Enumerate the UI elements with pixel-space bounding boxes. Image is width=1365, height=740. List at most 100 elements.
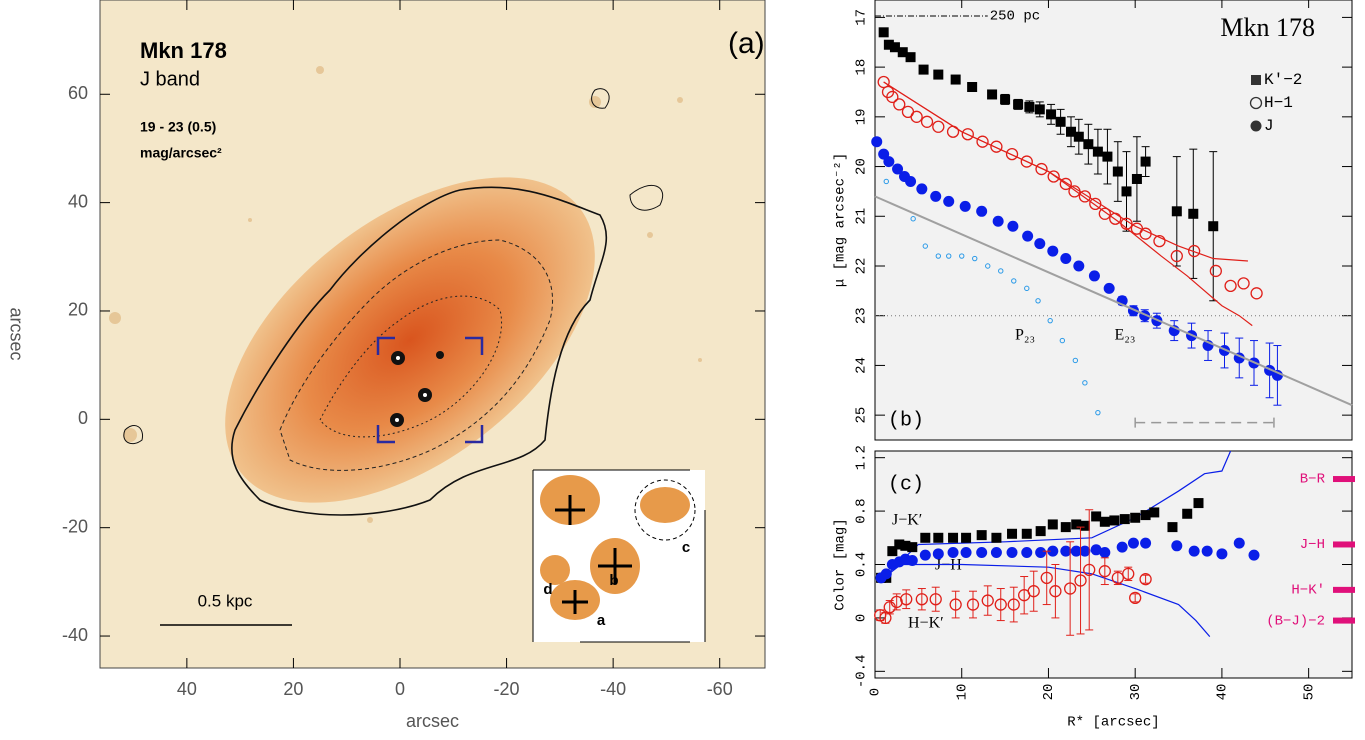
point [877, 75, 890, 89]
point [998, 268, 1004, 274]
point [1116, 541, 1128, 553]
y-tick-label: -20 [62, 516, 88, 536]
x-tick-label: 20 [1041, 684, 1057, 701]
x-tick-label: -40 [600, 679, 626, 699]
x-axis-label: arcsec [406, 711, 459, 731]
point [1059, 337, 1066, 344]
point [1209, 264, 1222, 278]
point [1099, 546, 1111, 558]
point [1129, 591, 1142, 605]
point [1171, 540, 1183, 552]
point [920, 532, 931, 543]
point [916, 183, 928, 195]
annotation: J−K′ [892, 512, 922, 529]
point [905, 175, 917, 187]
x-tick-label: 40 [177, 679, 197, 699]
point [1073, 260, 1085, 272]
annotation: Mkn 178 [140, 38, 227, 63]
point [991, 532, 1002, 543]
point [966, 598, 980, 611]
y-tick-label: -40 [62, 625, 88, 645]
point [883, 178, 889, 185]
y-tick-label: 17 [854, 9, 870, 26]
point [930, 190, 942, 202]
point [1079, 520, 1090, 531]
point [889, 42, 900, 53]
annotation: b [609, 572, 618, 589]
y-tick-label: 24 [854, 357, 870, 374]
point [1131, 173, 1142, 184]
point [932, 548, 944, 560]
point [1078, 190, 1092, 203]
point [1082, 380, 1088, 386]
y-tick-label: 20 [68, 300, 88, 320]
point [1171, 206, 1182, 217]
point [1021, 528, 1032, 539]
point [920, 115, 934, 128]
point [1098, 565, 1111, 578]
point [1055, 116, 1066, 127]
point [1049, 585, 1062, 598]
annotation: 19 - 23 (0.5) [140, 119, 216, 135]
annotation: 0.5 kpc [198, 591, 253, 610]
y-tick-label: 0.8 [854, 498, 870, 523]
point [1047, 317, 1053, 324]
point [1035, 298, 1041, 304]
x-tick-label: 40 [1215, 684, 1231, 701]
annotation: (c) [888, 473, 924, 496]
point [1122, 567, 1135, 580]
point [1153, 234, 1166, 248]
point [1079, 545, 1091, 557]
point [1140, 156, 1151, 167]
point [910, 216, 916, 222]
y-tick-label: 22 [854, 258, 870, 275]
point [1271, 369, 1283, 381]
scale-bar-label: 250 pc [990, 9, 1040, 25]
y-tick-label: 21 [854, 208, 870, 225]
annotation: J−H [935, 557, 962, 574]
line [883, 81, 1253, 327]
y-tick-label: 0.4 [854, 552, 870, 577]
point [1060, 545, 1072, 557]
point [1149, 507, 1160, 518]
y-tick-label: 19 [854, 108, 870, 125]
point [976, 205, 988, 217]
point [905, 52, 916, 63]
point [967, 82, 978, 93]
point [1047, 545, 1059, 557]
point [1188, 208, 1199, 219]
point [915, 593, 928, 606]
point [1248, 549, 1260, 561]
point [972, 255, 978, 262]
reference-label: B−R [1300, 472, 1326, 488]
point [1035, 546, 1047, 558]
point [1035, 526, 1046, 537]
annotation: c [682, 539, 690, 556]
point [1233, 537, 1245, 549]
point [879, 611, 892, 625]
y-axis-label: arcsec [6, 307, 26, 360]
point [887, 546, 898, 557]
x-tick-label: 20 [283, 679, 303, 699]
point [929, 593, 942, 606]
legend-label: K′−2 [1264, 71, 1302, 89]
y-tick-label: 40 [68, 191, 88, 211]
point [1022, 230, 1034, 242]
x-tick-label: 10 [954, 684, 970, 701]
point [1074, 574, 1087, 587]
y-tick-label: 0 [854, 614, 870, 622]
point [1013, 99, 1024, 110]
annotation: P₂₃ [1015, 327, 1035, 344]
point [1000, 94, 1011, 105]
point [907, 542, 918, 553]
point [1109, 515, 1120, 526]
point [976, 530, 987, 541]
point [959, 200, 971, 212]
point [1140, 537, 1152, 549]
point [1167, 522, 1178, 533]
point [1024, 285, 1030, 292]
point [961, 128, 974, 141]
y-tick-label: 23 [854, 307, 870, 324]
point [1092, 146, 1103, 157]
